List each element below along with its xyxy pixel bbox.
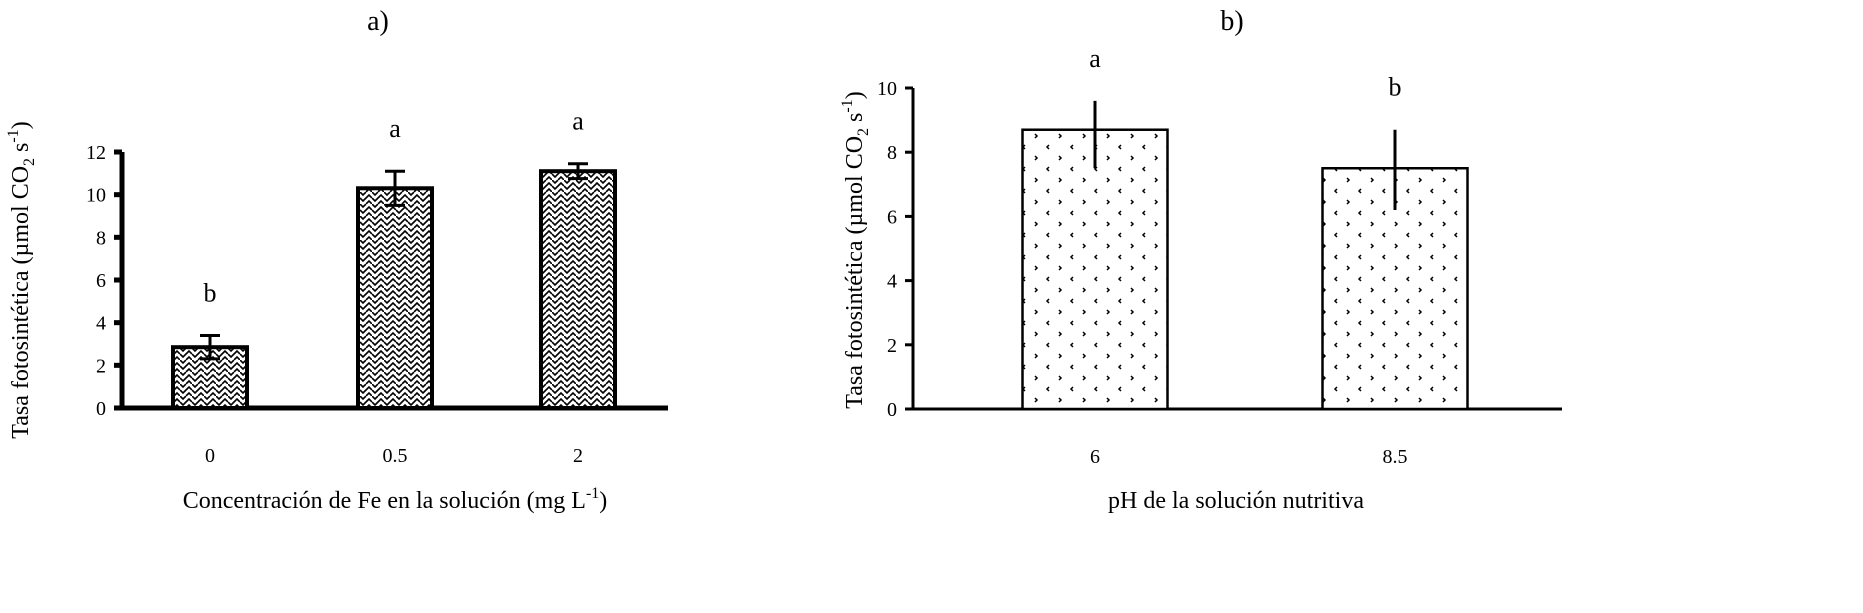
chart-a-title: a) [367,6,389,37]
svg-text:Tasa fotosintética (µmol CO2 s: Tasa fotosintética (µmol CO2 s-1) [839,91,872,408]
chart-a: a) Tasa fotosintética (µmol CO2 s-1) Con… [5,6,668,514]
chart-a-y-tick-label: 4 [96,313,106,335]
chart-b-bar [1021,128,1169,411]
chart-a-bar [539,169,617,410]
chart-b-x-tick-label: 8.5 [1383,446,1408,468]
chart-a-y-tick-label: 8 [96,227,106,249]
chart-b: b) Tasa fotosintética (µmol CO2 s-1) pH … [839,6,1562,514]
chart-a-y-tick-label: 2 [96,355,106,377]
chart-a-x-tick-label: 0 [205,445,215,467]
chart-a-xlabel: Concentración de Fe en la solución (mg L… [183,485,608,514]
chart-b-ylabel: Tasa fotosintética (µmol CO2 s-1) [839,91,872,408]
chart-a-bar [356,186,434,410]
chart-a-ylabel: Tasa fotosintética (µmol CO2 s-1) [5,121,38,438]
chart-a-y-tick-label: 10 [86,185,106,207]
chart-a-y-tick-label: 12 [86,142,106,164]
svg-text:Tasa fotosintética (µmol CO2 s: Tasa fotosintética (µmol CO2 s-1) [5,121,38,438]
chart-a-y-tick-label: 6 [96,270,106,292]
chart-b-significance-letter: a [1089,44,1101,73]
chart-b-xlabel: pH de la solución nutritiva [1108,488,1364,514]
chart-b-title: b) [1220,6,1243,37]
chart-a-y-tick-label: 0 [96,398,106,420]
chart-b-x-tick-label: 6 [1090,446,1100,468]
chart-a-significance-letter: b [204,278,217,307]
chart-b-significance-letter: b [1389,73,1402,102]
chart-a-significance-letter: a [572,107,584,136]
chart-a-x-tick-label: 0.5 [383,445,408,467]
chart-b-y-tick-label: 10 [877,78,897,100]
chart-a-x-tick-label: 2 [573,445,583,467]
chart-b-y-tick-label: 4 [887,271,897,293]
chart-b-y-tick-label: 6 [887,206,897,228]
chart-b-y-tick-label: 0 [887,399,897,421]
chart-b-y-tick-label: 2 [887,335,897,357]
chart-a-significance-letter: a [389,114,401,143]
chart-b-y-tick-label: 8 [887,142,897,164]
